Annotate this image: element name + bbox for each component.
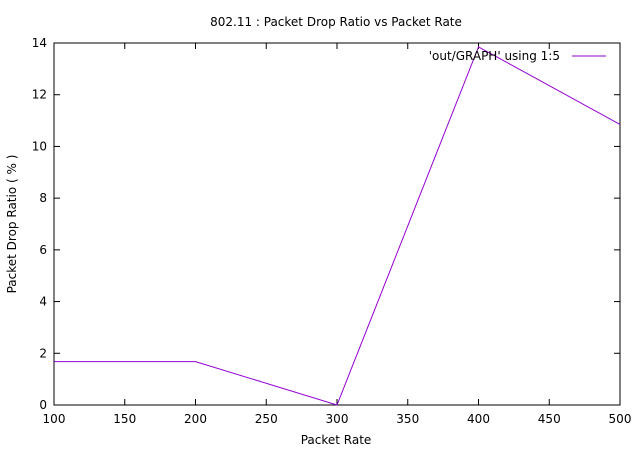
y-tick-label: 12 — [32, 88, 47, 102]
chart-title: 802.11 : Packet Drop Ratio vs Packet Rat… — [210, 15, 462, 29]
x-tick-label: 450 — [538, 412, 561, 426]
y-tick-label: 4 — [39, 295, 47, 309]
y-tick-label: 2 — [39, 346, 47, 360]
y-tick-label: 6 — [39, 243, 47, 257]
y-tick-label: 0 — [39, 398, 47, 412]
y-axis-label: Packet Drop Ratio ( % ) — [5, 155, 19, 294]
y-tick-label: 14 — [32, 36, 47, 50]
x-axis-label: Packet Rate — [301, 433, 372, 447]
x-tick-label: 400 — [467, 412, 490, 426]
plot-axes: 100 150 200 250 300 350 400 450 500 0 2 4 6 8 10 12 14 — [32, 36, 632, 426]
series-line — [54, 46, 621, 406]
x-tick-label: 200 — [184, 412, 207, 426]
x-tick-label: 250 — [255, 412, 278, 426]
legend: 'out/GRAPH' using 1:5 — [429, 49, 606, 63]
x-tick-label: 150 — [113, 412, 136, 426]
y-tick-label: 8 — [39, 191, 47, 205]
x-tick-label: 500 — [609, 412, 632, 426]
x-tick-label: 300 — [326, 412, 349, 426]
x-tick-label: 350 — [396, 412, 419, 426]
plot-frame — [53, 42, 621, 406]
series-layer — [54, 46, 621, 406]
x-tick-label: 100 — [43, 412, 66, 426]
legend-label: 'out/GRAPH' using 1:5 — [429, 49, 560, 63]
y-tick-label: 10 — [32, 139, 47, 153]
